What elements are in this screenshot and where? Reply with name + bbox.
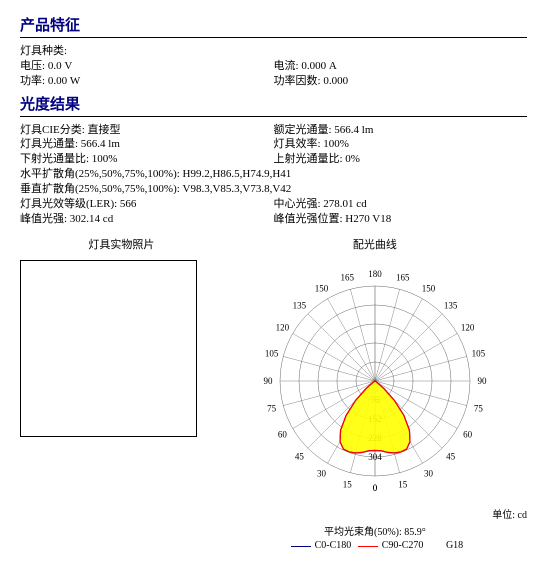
svg-text:150: 150 (315, 284, 329, 294)
svg-text:304: 304 (368, 452, 382, 462)
svg-text:90: 90 (263, 376, 273, 386)
svg-text:120: 120 (275, 323, 289, 333)
blank-row (274, 44, 528, 59)
polar-caption: 配光曲线 (353, 236, 397, 252)
svg-text:120: 120 (461, 323, 475, 333)
svg-text:165: 165 (340, 273, 354, 283)
s2-left-row-0: 灯具CIE分类: 直接型 (20, 123, 274, 138)
s2-left-row-1: 灯具光通量: 566.4 lm (20, 137, 274, 152)
polar-chart: 7615222830400151530304545606075759090105… (250, 256, 500, 506)
s2-right-row-1: 灯具效率: 100% (274, 137, 528, 152)
legend2-text: C90-C270 (382, 540, 424, 551)
power-row: 功率: 0.00 W (20, 74, 274, 89)
svg-text:180: 180 (368, 269, 382, 279)
svg-text:165: 165 (396, 273, 410, 283)
power-label: 功率: (20, 75, 45, 87)
svg-text:30: 30 (424, 469, 434, 479)
luminaire-type-row: 灯具种类: (20, 44, 274, 59)
legend: C0-C180 C90-C270 G18 (287, 540, 464, 551)
unit-label: 单位: cd (492, 506, 527, 521)
power-value: 0.00 W (48, 75, 80, 87)
svg-text:90: 90 (477, 376, 487, 386)
svg-text:105: 105 (265, 349, 279, 359)
pf-label: 功率因数: (274, 75, 321, 87)
photo-caption: 灯具实物照片 (20, 236, 223, 252)
divider-1 (20, 37, 527, 38)
product-characteristics: 灯具种类: 电压: 0.0 V 功率: 0.00 W 电流: 0.000 A 功… (20, 44, 527, 89)
s2-left-row-2: 下射光通量比: 100% (20, 152, 274, 167)
voltage-value: 0.0 V (48, 60, 72, 72)
svg-text:15: 15 (343, 480, 353, 490)
s2-right-row-2: 上射光通量比: 0% (274, 152, 528, 167)
photo-placeholder (20, 260, 197, 437)
divider-2 (20, 116, 527, 117)
s2-right-row-6: 峰值光强位置: H270 V18 (274, 212, 528, 227)
page-code: G18 (446, 540, 463, 551)
s2-right-row-0: 额定光通量: 566.4 lm (274, 123, 528, 138)
legend2-line (358, 546, 378, 547)
svg-text:45: 45 (295, 452, 305, 462)
svg-text:150: 150 (422, 284, 436, 294)
s2-left-row-5: 灯具光效等级(LER): 566 (20, 197, 274, 212)
current-label: 电流: (274, 60, 299, 72)
voltage-row: 电压: 0.0 V (20, 59, 274, 74)
voltage-label: 电压: (20, 60, 45, 72)
s2-right-row-3 (274, 167, 528, 182)
current-row: 电流: 0.000 A (274, 59, 528, 74)
svg-text:75: 75 (267, 404, 277, 414)
svg-text:105: 105 (471, 349, 485, 359)
section1-title: 产品特征 (20, 14, 527, 35)
current-value: 0.000 A (301, 60, 336, 72)
svg-text:75: 75 (474, 404, 484, 414)
svg-text:60: 60 (278, 430, 288, 440)
luminaire-type-label: 灯具种类: (20, 45, 67, 57)
s2-left-row-4: 垂直扩散角(25%,50%,75%,100%): V98.3,V85.3,V73… (20, 182, 274, 197)
s2-left-row-3: 水平扩散角(25%,50%,75%,100%): H99.2,H86.5,H74… (20, 167, 274, 182)
s2-left-row-6: 峰值光强: 302.14 cd (20, 212, 274, 227)
svg-text:135: 135 (444, 301, 458, 311)
svg-text:30: 30 (317, 469, 327, 479)
svg-text:135: 135 (292, 301, 306, 311)
pf-value: 0.000 (323, 75, 348, 87)
svg-text:15: 15 (398, 480, 408, 490)
legend1-line (291, 546, 311, 547)
beam-angle-value: 85.9° (404, 527, 426, 538)
photometric-results: 灯具CIE分类: 直接型灯具光通量: 566.4 lm下射光通量比: 100%水… (20, 123, 527, 227)
svg-text:0: 0 (373, 483, 378, 493)
svg-text:45: 45 (446, 452, 456, 462)
svg-text:60: 60 (463, 430, 473, 440)
lower-panels: 灯具实物照片 配光曲线 7615222830400151530304545606… (20, 234, 527, 551)
s2-right-row-4 (274, 182, 528, 197)
legend1-text: C0-C180 (315, 540, 352, 551)
beam-angle-label: 平均光束角(50%): (324, 527, 402, 538)
pf-row: 功率因数: 0.000 (274, 74, 528, 89)
section2-title: 光度结果 (20, 93, 527, 114)
s2-right-row-5: 中心光强: 278.01 cd (274, 197, 528, 212)
